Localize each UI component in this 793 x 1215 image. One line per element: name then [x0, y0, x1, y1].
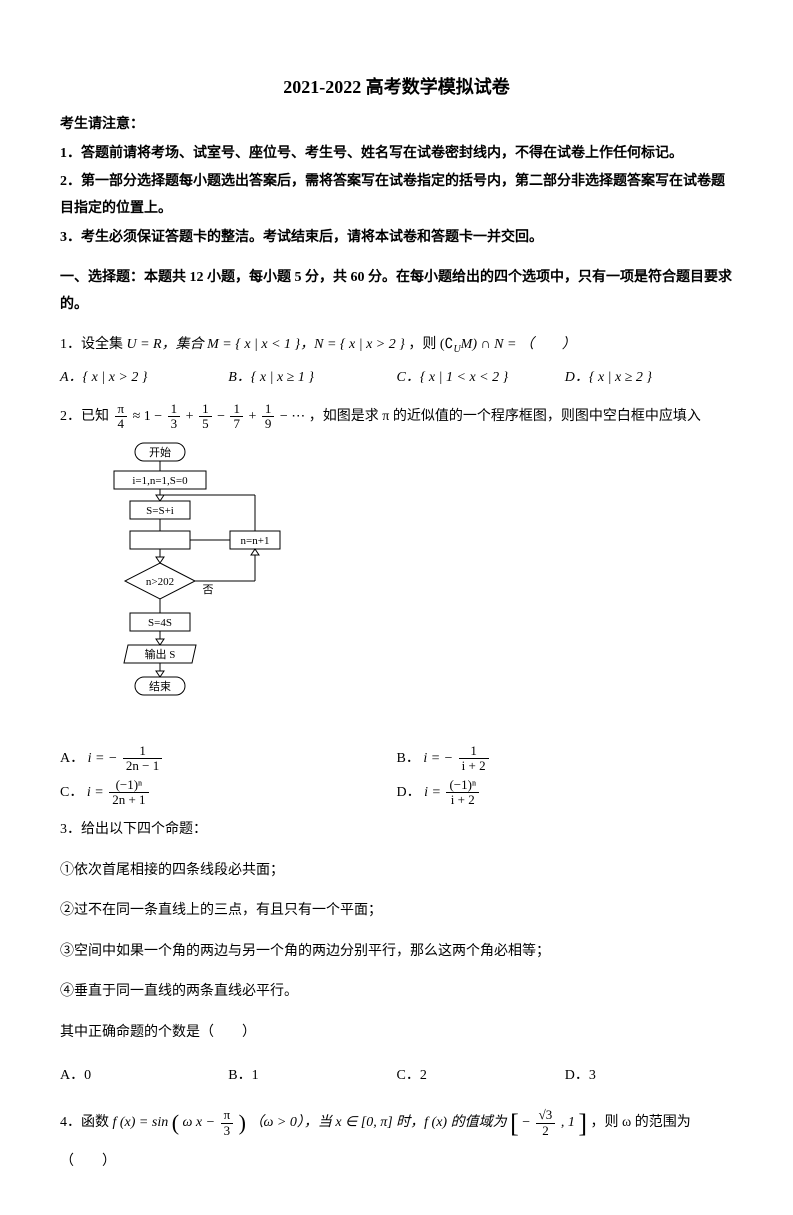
- q4-fx: f (x) = sin: [113, 1115, 169, 1130]
- q2a-den: 2n − 1: [123, 759, 162, 773]
- q3-p3: ③空间中如果一个角的两边与另一个角的两边分别平行，那么这两个角必相等；: [60, 939, 733, 966]
- q2-options: A． i = − 1 2n − 1 B． i = − 1 i + 2 C． i …: [60, 742, 733, 809]
- flow-end: 结束: [149, 680, 171, 693]
- q3-p4: ④垂直于同一直线的两条直线必平行。: [60, 979, 733, 1006]
- q1-opt-d: D．{ x | x ≥ 2 }: [565, 365, 733, 392]
- question-1: 1．设全集 U = R，集合 M = { x | x < 1 }，N = { x…: [60, 332, 733, 359]
- q2-opt-c: C． i = (−1)ⁿ 2n + 1: [60, 778, 397, 808]
- q2b-den: i + 2: [459, 759, 489, 773]
- q4-pre: 4．函数: [60, 1115, 113, 1130]
- q4-cond: （ω > 0），当 x ∈ [0, π] 时，f (x) 的值域为: [250, 1115, 511, 1130]
- q3-opt-a: A．0: [60, 1063, 228, 1090]
- q3-p2: ②过不在同一条直线上的三点，有且只有一个平面；: [60, 898, 733, 925]
- notice-header: 考生请注意：: [60, 112, 733, 139]
- q4-arg-den: 3: [221, 1124, 234, 1138]
- q2-pi4-num: π: [115, 402, 128, 417]
- q2-opt-b: B． i = − 1 i + 2: [397, 744, 734, 774]
- q2d-den: i + 2: [446, 793, 479, 807]
- flow-inc: n=n+1: [241, 535, 270, 547]
- q2c-pre: C．: [60, 785, 83, 800]
- q2d-lhs: i =: [424, 785, 444, 800]
- q1-math: U = R，集合 M = { x | x < 1 }，N = { x | x >…: [127, 337, 405, 352]
- q2a-lhs: i = −: [88, 751, 118, 766]
- q3-opt-d: D．3: [565, 1063, 733, 1090]
- flow-start: 开始: [149, 445, 171, 459]
- q2-flowchart: 开始 i=1,n=1,S=0 S=S+i n=n+1 n>202 否 S: [100, 441, 733, 732]
- q1-opt-a: A．{ x | x > 2 }: [60, 365, 228, 392]
- q2c-lhs: i =: [87, 785, 107, 800]
- q4-rl-den: 2: [536, 1124, 556, 1138]
- q2b-lhs: i = −: [423, 751, 453, 766]
- q3-ask: 其中正确命题的个数是（ ）: [60, 1020, 733, 1047]
- notice-3: 3．考生必须保证答题卡的整洁。考试结束后，请将本试卷和答题卡一并交回。: [60, 225, 733, 252]
- q4-rl-num: √3: [536, 1108, 556, 1123]
- flow-no: 否: [203, 584, 214, 596]
- q4-arg-pre: ω x −: [183, 1115, 219, 1130]
- q3-opt-c: C．2: [397, 1063, 565, 1090]
- flow-out: 输出 S: [145, 647, 176, 661]
- question-2: 2．已知 π 4 ≈ 1 − 13 + 15 − 17 + 19 − ⋯ ，如图…: [60, 402, 733, 432]
- q1-stem-post: ，则 (∁: [408, 337, 453, 352]
- notice-1: 1．答题前请将考场、试室号、座位号、考生号、姓名写在试卷密封线内，不得在试卷上作…: [60, 141, 733, 168]
- q3-opt-b: B．1: [228, 1063, 396, 1090]
- q3-options: A．0 B．1 C．2 D．3: [60, 1061, 733, 1092]
- q2-pre: 2．已知: [60, 409, 113, 424]
- flowchart-svg: 开始 i=1,n=1,S=0 S=S+i n=n+1 n>202 否 S: [100, 441, 290, 721]
- q2c-den: 2n + 1: [109, 793, 148, 807]
- q4-arg-num: π: [221, 1108, 234, 1123]
- notice-2: 2．第一部分选择题每小题选出答案后，需将答案写在试卷指定的括号内，第二部分非选择…: [60, 169, 733, 222]
- q2-opt-a: A． i = − 1 2n − 1: [60, 744, 397, 774]
- q1-opt-b: B．{ x | x ≥ 1 }: [228, 365, 396, 392]
- flow-cond: n>202: [146, 576, 174, 588]
- q1-opt-c: C．{ x | 1 < x < 2 }: [397, 365, 565, 392]
- flow-mult: S=4S: [148, 617, 172, 629]
- q2a-num: 1: [123, 744, 162, 759]
- q2b-num: 1: [459, 744, 489, 759]
- flow-init: i=1,n=1,S=0: [132, 475, 188, 487]
- q1-stem-post2: M) ∩ N = （ ）: [461, 337, 576, 352]
- q2-post: ，如图是求 π 的近似值的一个程序框图，则图中空白框中应填入: [309, 409, 701, 424]
- question-4: 4．函数 f (x) = sin ( ω x − π 3 ) （ω > 0），当…: [60, 1099, 733, 1175]
- flow-step1: S=S+i: [146, 505, 174, 517]
- q2d-pre: D．: [397, 785, 421, 800]
- q2-opt-d: D． i = (−1)ⁿ i + 2: [397, 778, 734, 808]
- question-3: 3．给出以下四个命题：: [60, 817, 733, 844]
- q2-pi4-den: 4: [115, 417, 128, 431]
- q2c-num: (−1)ⁿ: [109, 778, 148, 793]
- q2a-pre: A．: [60, 751, 84, 766]
- section-1-header: 一、选择题：本题共 12 小题，每小题 5 分，共 60 分。在每小题给出的四个…: [60, 265, 733, 318]
- q1-stem-pre: 1．设全集: [60, 337, 127, 352]
- page-title: 2021-2022 高考数学模拟试卷: [60, 70, 733, 104]
- q1-options: A．{ x | x > 2 } B．{ x | x ≥ 1 } C．{ x | …: [60, 363, 733, 394]
- q4-range-r: , 1: [561, 1115, 575, 1130]
- q2-pi4: π 4: [115, 402, 128, 432]
- q2d-num: (−1)ⁿ: [446, 778, 479, 793]
- q2b-pre: B．: [397, 751, 420, 766]
- q3-p1: ①依次首尾相接的四条线段必共面；: [60, 858, 733, 885]
